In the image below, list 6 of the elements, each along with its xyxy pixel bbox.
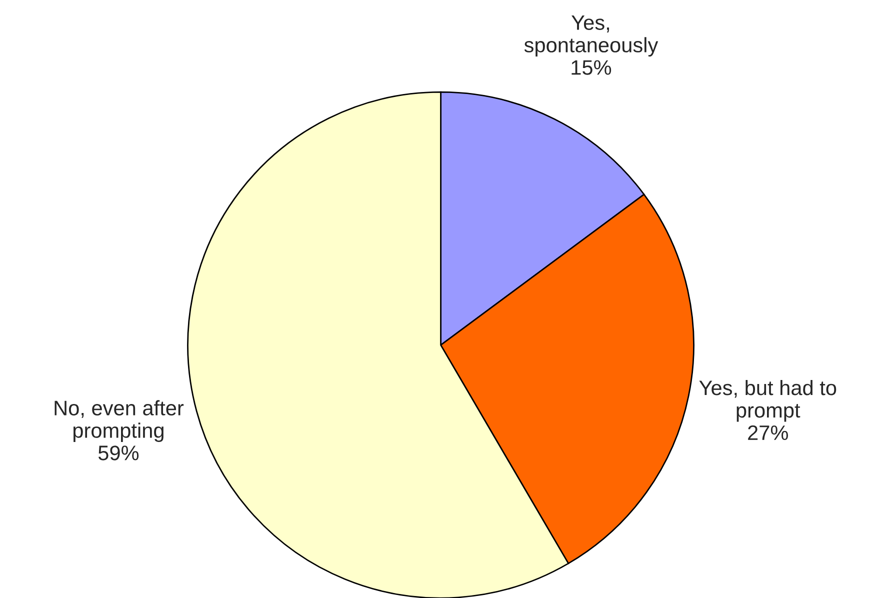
data-label: 59% <box>98 446 139 460</box>
data-label: 15% <box>572 60 612 75</box>
slice-label: Yes, but had to prompt <box>699 380 836 422</box>
slice-label: Yes, spontaneously <box>524 15 658 57</box>
slice-label: No, even after prompting <box>54 400 184 442</box>
data-label: 27% <box>748 425 788 440</box>
